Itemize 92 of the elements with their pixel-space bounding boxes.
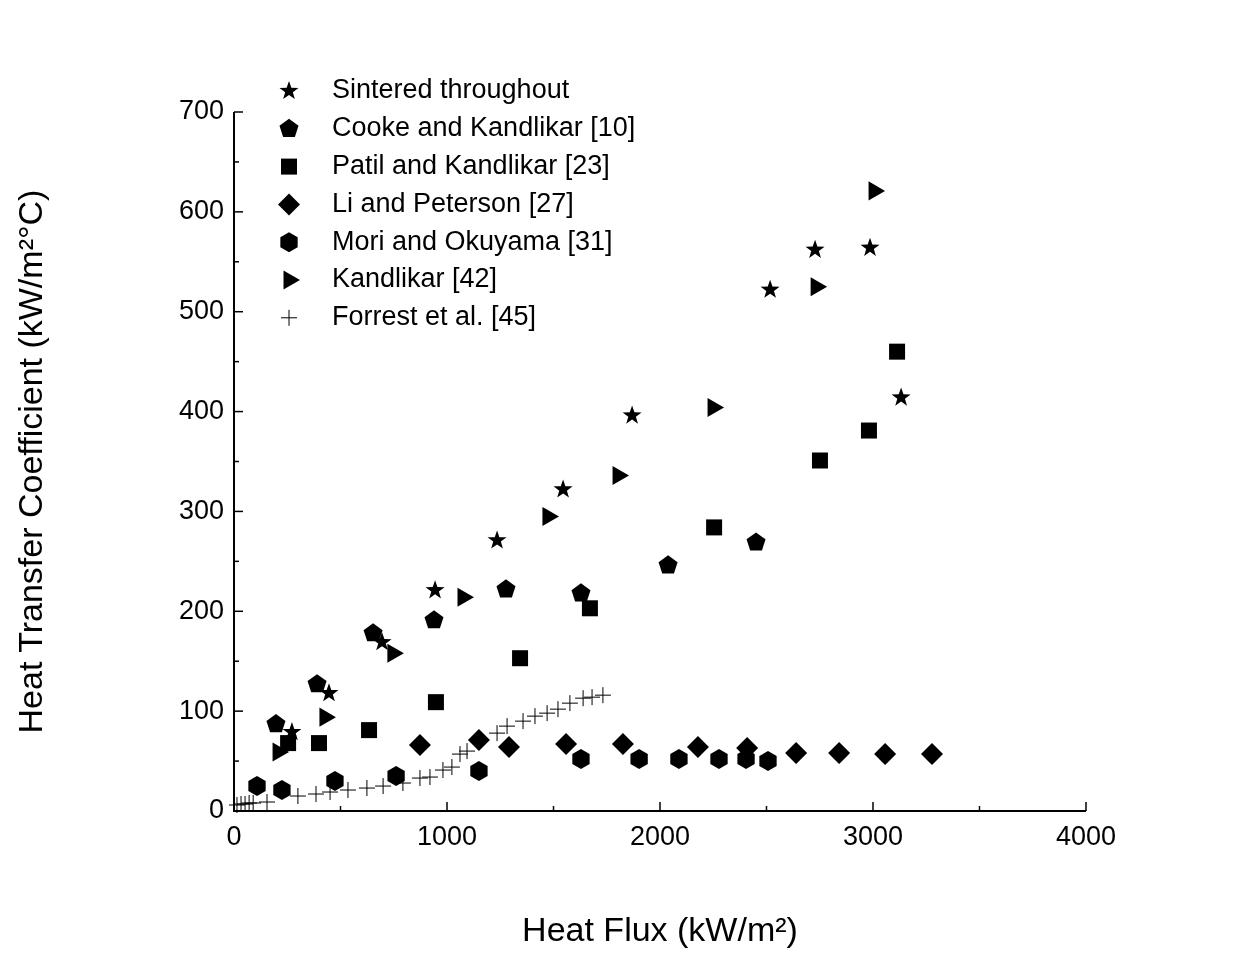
- point: [658, 555, 678, 574]
- legend-label: Forrest et al. [45]: [332, 301, 537, 332]
- point: [443, 758, 461, 776]
- point: [498, 717, 516, 735]
- point: [737, 749, 755, 770]
- point: [421, 768, 439, 786]
- point: [555, 733, 578, 756]
- x-tick-label: 1000: [416, 820, 478, 851]
- point: [921, 743, 943, 766]
- point: [258, 793, 276, 811]
- point: [289, 787, 307, 805]
- point: [425, 580, 445, 599]
- point: [307, 785, 325, 803]
- point: [458, 742, 476, 760]
- point: [538, 704, 556, 722]
- y-axis-title: Heat Transfer Coefficient (kW/m²°C): [10, 189, 49, 734]
- point: [411, 769, 429, 787]
- point: [805, 239, 825, 258]
- point: [497, 736, 520, 759]
- legend-label: Sintered throughout: [332, 74, 570, 105]
- point: [860, 237, 880, 256]
- point: [759, 751, 777, 772]
- point: [310, 735, 327, 752]
- point: [434, 761, 452, 779]
- point: [611, 733, 634, 756]
- point: [571, 583, 591, 602]
- point: [686, 736, 709, 759]
- y-tick-label: 700: [178, 95, 224, 126]
- point: [244, 794, 262, 812]
- point: [280, 735, 297, 752]
- y-tick-label: 100: [178, 694, 224, 725]
- point: [630, 749, 648, 770]
- point: [561, 694, 579, 712]
- point: [574, 689, 592, 707]
- point: [273, 780, 291, 801]
- x-axis-title: Heat Flux (kW/m²): [522, 909, 798, 948]
- x-tick-label: 4000: [1055, 820, 1117, 851]
- point: [710, 749, 728, 770]
- point: [811, 452, 828, 469]
- point: [488, 724, 506, 742]
- point: [514, 712, 532, 730]
- point: [339, 781, 357, 799]
- point: [572, 749, 590, 770]
- legend-label: Mori and Okuyama [31]: [332, 225, 613, 256]
- y-tick-label: 200: [178, 594, 224, 625]
- point: [874, 743, 897, 766]
- point: [451, 745, 469, 763]
- point: [408, 734, 431, 757]
- point: [496, 579, 516, 598]
- point: [549, 700, 567, 718]
- point: [427, 694, 444, 711]
- point: [248, 776, 266, 797]
- point: [487, 530, 507, 549]
- y-tick-label: 600: [178, 195, 224, 226]
- point: [889, 343, 906, 360]
- y-tick-label: 500: [178, 295, 224, 326]
- point: [361, 722, 378, 739]
- point: [512, 650, 529, 667]
- x-tick-label: 2000: [629, 820, 691, 851]
- point: [760, 279, 780, 298]
- point: [622, 405, 642, 424]
- legend-label: Kandlikar [42]: [332, 263, 498, 294]
- point: [860, 422, 877, 439]
- point: [746, 532, 766, 551]
- y-tick-label: 400: [178, 395, 224, 426]
- point: [307, 674, 327, 693]
- legend-label: Patil and Kandlikar [23]: [332, 150, 610, 181]
- point: [706, 519, 723, 536]
- point: [553, 479, 573, 498]
- point: [670, 749, 688, 770]
- legend-label: Cooke and Kandlikar [10]: [332, 112, 636, 143]
- point: [583, 688, 601, 706]
- point: [374, 777, 392, 795]
- x-tick-label: 3000: [842, 820, 904, 851]
- point: [424, 610, 444, 629]
- legend-label: Li and Peterson [27]: [332, 187, 574, 218]
- point: [581, 600, 598, 617]
- point: [363, 623, 383, 642]
- point: [891, 387, 911, 406]
- point: [266, 714, 286, 733]
- point: [467, 729, 490, 752]
- point: [228, 796, 246, 814]
- point: [828, 742, 851, 765]
- point: [358, 779, 376, 797]
- point: [387, 766, 405, 787]
- point: [470, 761, 488, 782]
- point: [326, 771, 344, 792]
- y-tick-label: 0: [208, 794, 224, 825]
- y-tick-label: 300: [178, 494, 224, 525]
- point: [785, 742, 808, 765]
- point: [526, 707, 544, 725]
- point: [594, 686, 612, 704]
